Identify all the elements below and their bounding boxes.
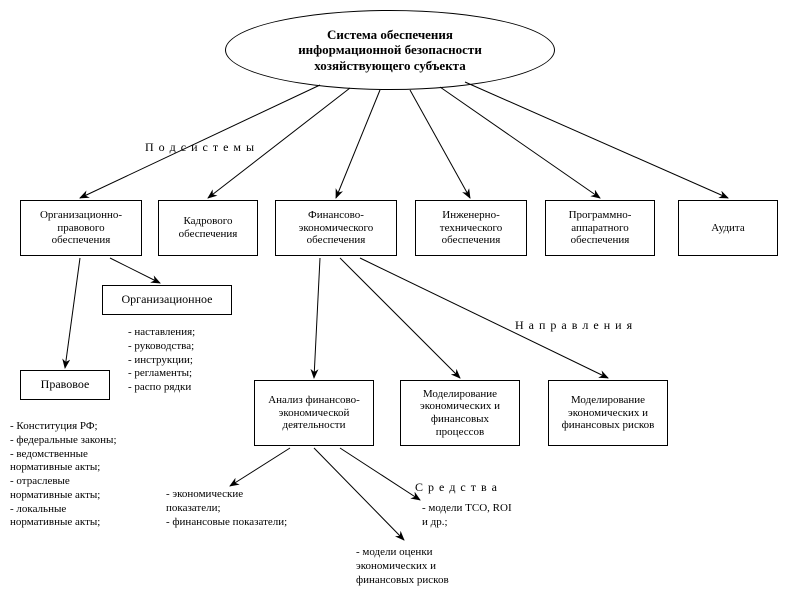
edge <box>465 82 728 198</box>
root-node: Система обеспеченияинформационной безопа… <box>225 10 555 90</box>
bullets-legal: - Конституция РФ;- федеральные законы;- … <box>10 420 117 530</box>
node-audit: Аудита <box>678 200 778 256</box>
edge <box>65 258 80 368</box>
bullets-means-1: - модели TCO, ROIи др.; <box>422 502 512 530</box>
node-eng-tech: Инженерно- технического обеспечения <box>415 200 527 256</box>
edge <box>314 258 320 378</box>
node-org-legal: Организационно- правового обеспечения <box>20 200 142 256</box>
edge <box>440 87 600 198</box>
node-model-proc: Моделирование экономических и финансовых… <box>400 380 520 446</box>
bullets-means-2: - модели оценкиэкономических ифинансовых… <box>356 546 449 587</box>
node-organizational: Организационное <box>102 285 232 315</box>
label-subsystems: П о д с и с т е м ы <box>145 140 255 155</box>
node-legal: Правовое <box>20 370 110 400</box>
edge <box>340 258 460 378</box>
node-hw-sw: Программно- аппаратного обеспечения <box>545 200 655 256</box>
label-directions: Н а п р а в л е н и я <box>515 318 633 333</box>
node-hr: Кадрового обеспечения <box>158 200 258 256</box>
node-model-risk: Моделирование экономических и финансовых… <box>548 380 668 446</box>
label-means: С р е д с т в а <box>415 480 498 495</box>
node-fin-econ: Финансово- экономического обеспечения <box>275 200 397 256</box>
bullets-organizational: - наставления;- руководства;- инструкции… <box>128 326 195 395</box>
edge <box>410 90 470 198</box>
edge <box>340 448 420 500</box>
bullets-means-0: - экономическиепоказатели;- финансовые п… <box>166 488 287 529</box>
edge <box>110 258 160 283</box>
edge <box>314 448 404 540</box>
edge <box>230 448 290 486</box>
edge <box>336 90 380 198</box>
node-analysis: Анализ финансово- экономической деятельн… <box>254 380 374 446</box>
